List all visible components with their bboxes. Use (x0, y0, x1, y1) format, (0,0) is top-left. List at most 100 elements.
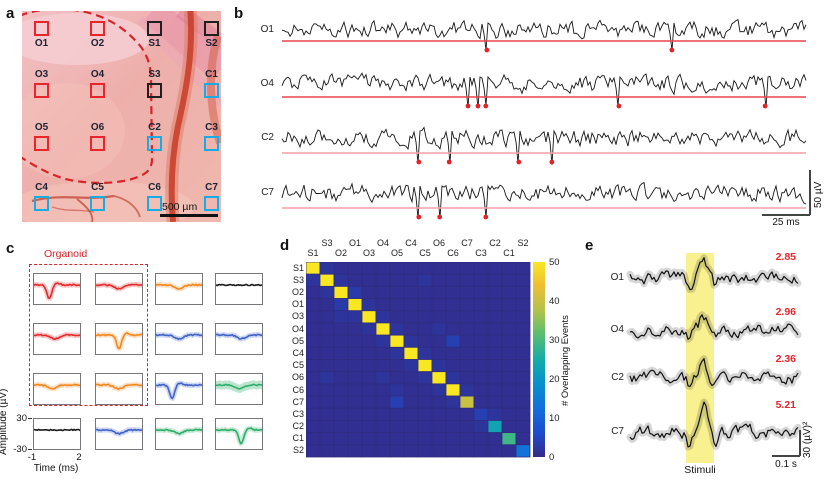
heatmap-cell (403, 346, 419, 360)
waveform-cell (33, 418, 81, 450)
heatmap-cell (417, 371, 433, 385)
heatmap-cell (375, 310, 391, 324)
heatmap-col-label-S1: S1 (307, 248, 319, 258)
electrode-label-O2: O2 (90, 38, 105, 49)
time-scalebar (762, 214, 810, 216)
heatmap-cell (473, 371, 489, 385)
electrode-C2 (147, 136, 162, 151)
heatmap-cell (361, 432, 377, 446)
heatmap-cell (501, 407, 517, 421)
colorbar-tick-10: 10 (549, 412, 560, 424)
heatmap-row-label-O1: O1 (291, 299, 304, 310)
tissue-image (22, 11, 221, 222)
heatmap-cell (333, 432, 349, 446)
heatmap-cell (459, 432, 475, 446)
heatmap-cell (306, 322, 321, 336)
heatmap-cell (501, 444, 517, 458)
heatmap-cell (431, 322, 447, 336)
electrode-label-C1: C1 (205, 69, 218, 80)
heatmap-cell (417, 444, 433, 458)
heatmap-cell (389, 322, 405, 336)
heatmap-cell (347, 444, 363, 458)
heatmap-cell (319, 298, 335, 312)
event-dot (516, 159, 522, 165)
electrode-label-C3: C3 (205, 122, 218, 133)
waveform-cell (213, 323, 265, 355)
heatmap-cell (361, 383, 377, 397)
voltage-scale-label: 50 µV (813, 181, 824, 208)
heatmap-cell (431, 285, 447, 299)
heatmap-cell (487, 262, 503, 275)
heatmap-cell (487, 346, 503, 360)
heatmap-row-label-O2: O2 (291, 287, 304, 297)
electrode-O4 (90, 83, 105, 98)
heatmap-cell (473, 420, 489, 434)
heatmap-cell (501, 262, 517, 275)
evoked-trace-O4 (626, 311, 802, 343)
heatmap-cell (459, 322, 475, 336)
heatmap-col-label-C2: C2 (489, 238, 501, 248)
heatmap-cell (403, 420, 419, 434)
heatmap-cell (403, 285, 419, 299)
stimuli-band (686, 253, 714, 463)
evoked-trace-C7 (626, 398, 802, 451)
heatmap-cell (459, 273, 475, 287)
waveform-cell (213, 418, 265, 450)
heatmap-cell (445, 273, 461, 287)
heatmap-cell (306, 273, 321, 287)
heatmap-cell (361, 273, 377, 287)
heatmap-cell (487, 395, 503, 409)
electrode-C1 (204, 83, 219, 98)
electrode-label-O1: O1 (34, 38, 49, 49)
heatmap-cell (347, 371, 363, 385)
heatmap-cell (417, 273, 433, 287)
channel-label-C7: C7 (261, 187, 274, 198)
time-axis-label: Time (ms) (33, 463, 79, 474)
heatmap-cell (389, 395, 405, 409)
heatmap-cell (306, 262, 321, 275)
heatmap-cell (431, 444, 447, 458)
heatmap-cell (515, 359, 531, 373)
heatmap-cell (417, 262, 433, 275)
heatmap-cell (473, 346, 489, 360)
heatmap-col-label-O3: O3 (362, 248, 375, 258)
heatmap-cell (459, 346, 475, 360)
waveform-cell (153, 418, 205, 450)
heatmap-cell (515, 273, 531, 287)
heatmap-cell (417, 346, 433, 360)
heatmap-cell (431, 310, 447, 324)
electrode-label-C6: C6 (148, 182, 161, 193)
waveform-cell (93, 273, 145, 305)
heatmap-cell (515, 420, 531, 434)
event-dot (762, 103, 768, 109)
heatmap-cell (375, 407, 391, 421)
heatmap-cell (403, 273, 419, 287)
colorbar-tick-20: 20 (549, 373, 560, 385)
heatmap-cell (375, 298, 391, 312)
response-value-O1: 2.85 (775, 251, 796, 263)
heatmap-cell (431, 371, 447, 385)
electrode-label-C7: C7 (205, 182, 218, 193)
heatmap-cell (319, 322, 335, 336)
heatmap-cell (417, 407, 433, 421)
electrode-C3 (204, 136, 219, 151)
heatmap-cell (389, 346, 405, 360)
scale-bar (160, 214, 218, 217)
heatmap-cell (417, 310, 433, 324)
heatmap-cell (515, 432, 531, 446)
heatmap-cell (361, 395, 377, 409)
heatmap-cell (306, 285, 321, 299)
panel-a-letter: a (6, 5, 15, 22)
colorbar (533, 262, 545, 457)
evoked-label-O4: O4 (610, 324, 624, 335)
heatmap-cell (431, 432, 447, 446)
electrode-label-C4: C4 (35, 182, 48, 193)
heatmap-cell (445, 346, 461, 360)
heatmap-cell (361, 285, 377, 299)
heatmap-cell (445, 371, 461, 385)
heatmap-cell (389, 359, 405, 373)
trace-O4 (281, 72, 807, 109)
heatmap-cell (459, 298, 475, 312)
heatmap-cell (515, 298, 531, 312)
heatmap-cell (431, 262, 447, 275)
